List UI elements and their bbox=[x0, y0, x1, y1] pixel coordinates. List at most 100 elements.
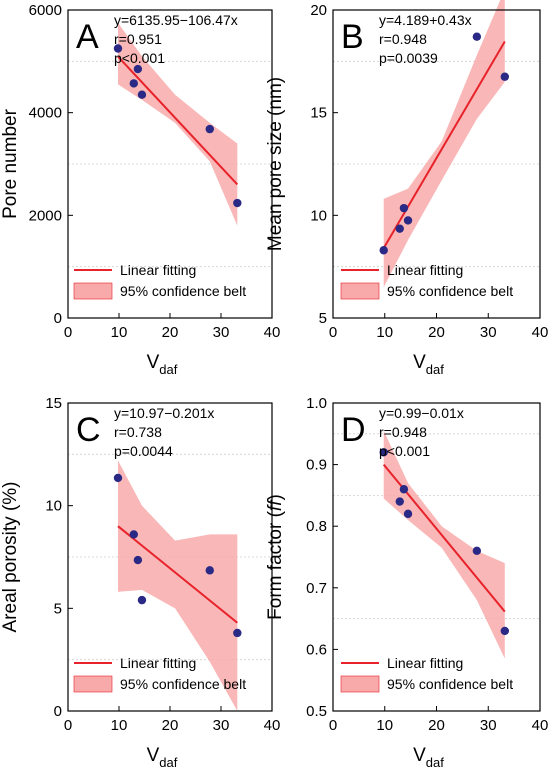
annotation: r=0.948 bbox=[379, 31, 427, 47]
x-tick-label: 20 bbox=[428, 717, 445, 734]
x-axis-label-subscript: daf bbox=[426, 755, 444, 770]
x-tick-label: 10 bbox=[111, 717, 128, 734]
data-point bbox=[399, 203, 409, 213]
fit-line bbox=[117, 55, 239, 186]
x-tick-label: 10 bbox=[111, 324, 128, 341]
legend-label: 95% confidence belt bbox=[387, 676, 513, 692]
annotation: y=10.97−0.201x bbox=[114, 405, 214, 421]
annotation: y=0.99−0.01x bbox=[379, 405, 464, 421]
annotation: r=0.951 bbox=[114, 31, 162, 47]
data-point bbox=[233, 198, 242, 208]
data-point bbox=[379, 448, 388, 457]
legend-label: Linear fitting bbox=[387, 262, 463, 278]
y-axis-label-close: ) bbox=[265, 494, 286, 500]
annotation: p<0.001 bbox=[114, 50, 165, 66]
annotation: y=6135.95−106.47x bbox=[114, 12, 238, 28]
y-tick-label: 0.9 bbox=[306, 457, 327, 474]
x-axis-label-subscript: daf bbox=[426, 362, 444, 377]
y-tick-label: 0.7 bbox=[306, 580, 327, 597]
y-axis-label-main: Form factor ( bbox=[265, 510, 286, 619]
x-tick-label: 40 bbox=[264, 324, 281, 341]
y-axis-label-main: Pore number bbox=[0, 108, 21, 219]
data-point bbox=[205, 124, 214, 134]
annotation: r=0.948 bbox=[379, 424, 427, 440]
panel-letter: C bbox=[76, 411, 101, 449]
x-tick-label: 20 bbox=[162, 324, 179, 341]
y-axis-label: Form factor (ff) bbox=[265, 494, 286, 620]
x-axis-label-main: V bbox=[147, 745, 160, 766]
y-tick-label: 4000 bbox=[29, 105, 62, 122]
x-tick-label: 30 bbox=[480, 324, 497, 341]
data-point bbox=[395, 224, 404, 233]
y-tick-label: 15 bbox=[45, 395, 62, 412]
y-tick-label: 15 bbox=[310, 105, 327, 122]
data-point bbox=[133, 555, 143, 565]
y-tick-label: 2000 bbox=[29, 207, 62, 224]
annotation: r=0.738 bbox=[114, 424, 162, 440]
y-tick-label: 1.0 bbox=[306, 395, 327, 412]
data-point bbox=[403, 509, 413, 519]
y-tick-label: 6000 bbox=[29, 2, 62, 19]
legend-label: 95% confidence belt bbox=[387, 283, 513, 299]
y-tick-label: 10 bbox=[310, 207, 327, 224]
fit-line bbox=[117, 525, 238, 624]
y-tick-label: 5 bbox=[54, 600, 62, 617]
y-axis-label-main: Mean pore size (nm) bbox=[265, 77, 286, 251]
legend-band-swatch bbox=[73, 675, 113, 693]
x-axis-label: Vdaf bbox=[413, 352, 444, 377]
panel-c: 0 10 20 30 40 0 5 10 15 Vdaf Areal porosity (%) C y=… bbox=[0, 395, 280, 770]
x-tick-label: 0 bbox=[329, 717, 337, 734]
legend-band-swatch bbox=[340, 675, 380, 693]
x-axis-label-subscript: daf bbox=[159, 362, 177, 377]
annotation: p<0.001 bbox=[379, 443, 430, 459]
y-axis-label-italic: ff bbox=[265, 499, 286, 511]
data-point bbox=[113, 473, 123, 483]
legend-label: Linear fitting bbox=[387, 655, 463, 671]
data-point bbox=[403, 216, 413, 225]
y-tick-label: 5 bbox=[319, 310, 327, 327]
x-tick-label: 10 bbox=[376, 717, 393, 734]
x-axis-label-main: V bbox=[413, 352, 426, 373]
data-point bbox=[379, 246, 388, 255]
confidence-band bbox=[117, 460, 238, 711]
x-axis-label-subscript: daf bbox=[159, 755, 177, 770]
legend-label: 95% confidence belt bbox=[120, 676, 246, 692]
legend-label: Linear fitting bbox=[120, 655, 196, 671]
x-tick-label: 0 bbox=[64, 324, 72, 341]
data-point bbox=[500, 72, 510, 81]
data-point bbox=[113, 44, 123, 53]
x-tick-label: 30 bbox=[480, 717, 497, 734]
x-axis-label: Vdaf bbox=[413, 745, 444, 770]
data-point bbox=[472, 546, 482, 556]
data-point bbox=[472, 32, 482, 41]
data-point bbox=[233, 628, 242, 638]
y-tick-label: 0 bbox=[54, 703, 62, 720]
x-tick-label: 20 bbox=[162, 717, 179, 734]
y-tick-label: 10 bbox=[45, 498, 62, 515]
panel-a: 0 10 20 30 40 0 2000 4000 6000 Vdaf Pore number A y=… bbox=[0, 2, 280, 377]
legend-label: 95% confidence belt bbox=[120, 283, 246, 299]
panel-d: 0 10 20 30 40 0.5 0.6 0.7 0.8 0.9 1.0 Vdaf Form fact… bbox=[265, 395, 548, 770]
x-tick-label: 20 bbox=[428, 324, 445, 341]
x-tick-label: 30 bbox=[213, 717, 230, 734]
legend-label: Linear fitting bbox=[120, 262, 196, 278]
y-tick-label: 0.6 bbox=[306, 641, 327, 658]
panel-letter: A bbox=[76, 18, 99, 56]
x-tick-label: 0 bbox=[64, 717, 72, 734]
y-tick-label: 20 bbox=[310, 2, 327, 19]
data-point bbox=[205, 566, 214, 575]
data-point bbox=[137, 90, 147, 99]
data-point bbox=[137, 595, 147, 605]
panel-letter: B bbox=[341, 18, 364, 56]
y-axis-label-main: Areal porosity (%) bbox=[0, 482, 21, 633]
y-axis-label: Pore number bbox=[0, 108, 21, 219]
x-tick-label: 0 bbox=[329, 324, 337, 341]
data-point bbox=[129, 530, 138, 539]
x-axis-label: Vdaf bbox=[147, 352, 178, 377]
x-tick-label: 30 bbox=[213, 324, 230, 341]
confidence-band bbox=[117, 22, 238, 226]
y-tick-label: 0.5 bbox=[306, 703, 327, 720]
x-tick-label: 40 bbox=[532, 717, 549, 734]
x-tick-label: 40 bbox=[264, 717, 281, 734]
